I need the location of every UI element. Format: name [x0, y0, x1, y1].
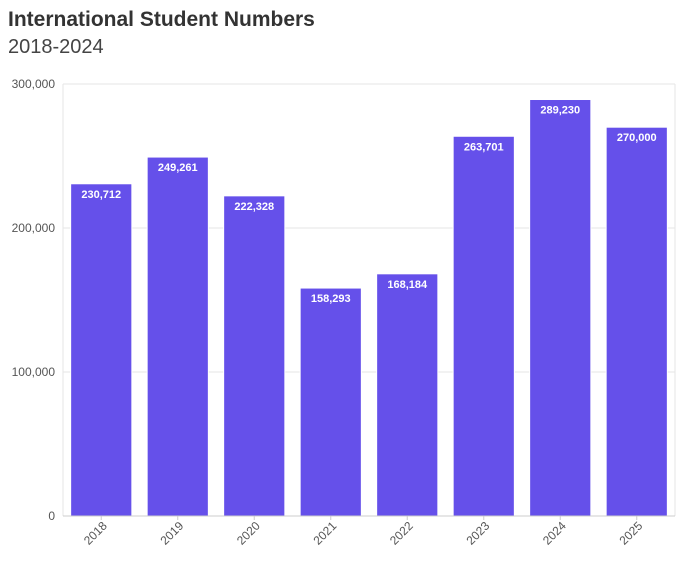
bar-2020[interactable]: [223, 195, 286, 517]
chart-title: International Student Numbers: [8, 8, 315, 31]
data-label-2018: 230,712: [81, 189, 121, 201]
y-tick-label: 100,000: [12, 365, 56, 379]
x-tick-label-2025: 2025: [617, 519, 646, 548]
chart-header: International Student Numbers 2018-2024: [8, 6, 315, 60]
data-labels: 230,712 249,261 222,328 158,293 168,184 263,7…: [81, 105, 656, 306]
x-tick-label-2020: 2020: [234, 519, 263, 548]
data-label-2024: 289,230: [540, 105, 580, 117]
data-label-2019: 249,261: [158, 162, 198, 174]
y-tick-label: 300,000: [12, 77, 56, 91]
bar-2018[interactable]: [70, 183, 133, 517]
data-label-2021: 158,293: [311, 293, 351, 305]
x-tick-label-2018: 2018: [81, 519, 110, 548]
data-label-2023: 263,701: [464, 141, 504, 153]
bar-2025[interactable]: [605, 126, 668, 517]
data-label-2020: 222,328: [234, 201, 274, 213]
bar-2021[interactable]: [299, 287, 362, 517]
bars: [70, 99, 668, 517]
x-tick-label-2023: 2023: [464, 519, 493, 548]
y-tick-label: 200,000: [12, 221, 56, 235]
x-tick-label-2022: 2022: [387, 519, 416, 548]
data-label-2022: 168,184: [387, 279, 428, 291]
x-tick-label-2019: 2019: [158, 519, 187, 548]
chart-subtitle: 2018-2024: [8, 36, 104, 58]
bar-2019[interactable]: [146, 156, 209, 517]
bar-2023[interactable]: [452, 135, 515, 517]
bar-2024[interactable]: [529, 99, 592, 517]
x-tick-label-2021: 2021: [311, 519, 340, 548]
x-tick-label-2024: 2024: [540, 519, 569, 548]
data-label-2025: 270,000: [617, 132, 657, 144]
y-tick-label: 0: [48, 509, 55, 523]
bar-2022[interactable]: [376, 273, 439, 517]
